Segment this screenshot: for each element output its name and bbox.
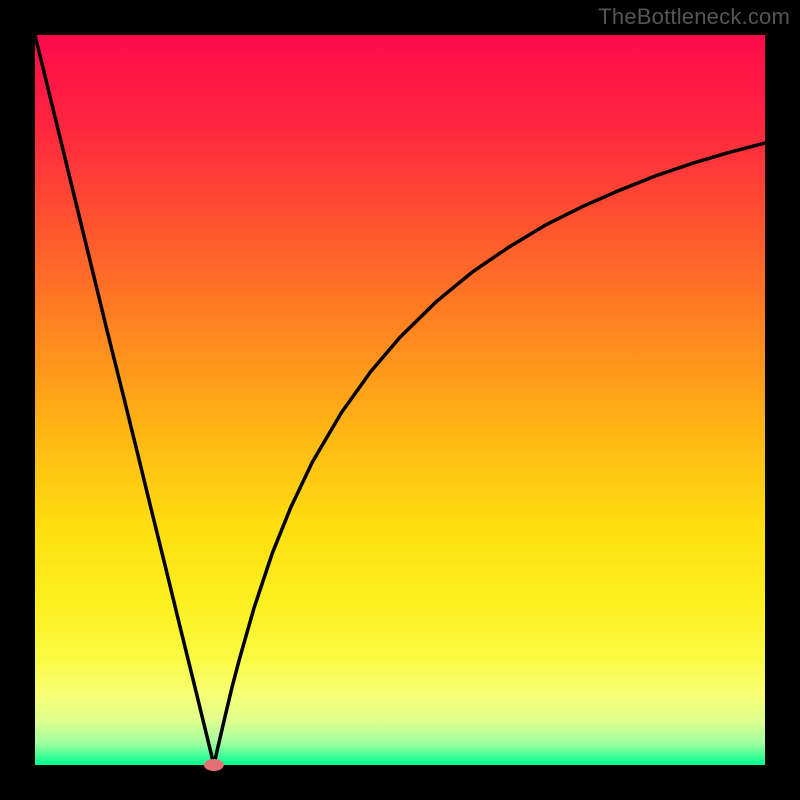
bottleneck-chart (0, 0, 800, 800)
watermark-text: TheBottleneck.com (598, 4, 790, 30)
plot-background (35, 35, 765, 765)
chart-container: { "meta": { "watermark": "TheBottleneck.… (0, 0, 800, 800)
vertex-marker (204, 759, 224, 771)
